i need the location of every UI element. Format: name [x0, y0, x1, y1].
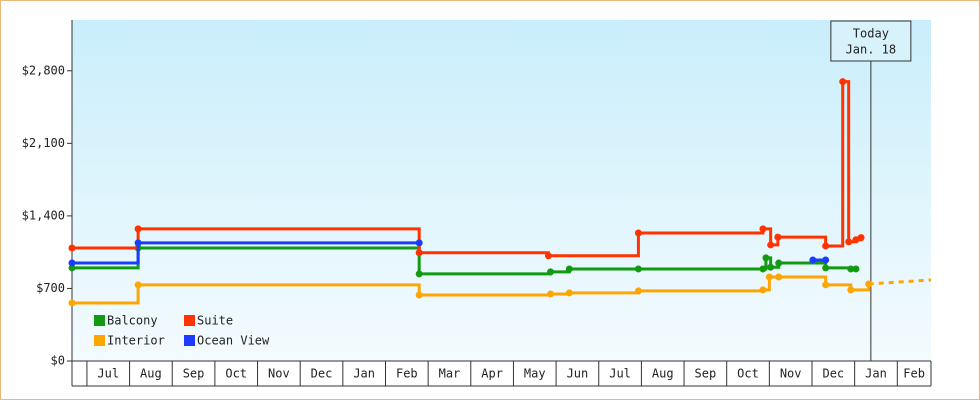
data-point — [68, 264, 76, 272]
data-point — [415, 239, 423, 247]
plot-area — [72, 20, 931, 361]
y-tick-label: $700 — [36, 281, 65, 295]
data-point — [822, 242, 830, 250]
data-point — [759, 265, 767, 273]
x-tick-label: Dec — [311, 367, 333, 381]
x-tick-label: Jan — [353, 367, 375, 381]
legend-label: Interior — [107, 334, 165, 348]
data-point — [565, 289, 573, 297]
x-tick-label: Jun — [567, 367, 589, 381]
data-point — [415, 270, 423, 278]
data-point — [857, 234, 865, 242]
data-point — [822, 256, 830, 264]
x-tick-label: Aug — [140, 367, 162, 381]
legend-label: Suite — [197, 314, 233, 328]
y-tick-label: $2,100 — [22, 136, 65, 150]
data-point — [822, 264, 830, 272]
data-point — [68, 299, 76, 307]
data-point — [809, 256, 817, 264]
y-tick-label: $2,800 — [22, 63, 65, 77]
data-point — [547, 268, 555, 276]
data-point — [547, 290, 555, 298]
today-label: Jan. 18 — [846, 43, 897, 57]
data-point — [134, 281, 142, 289]
y-tick-label: $1,400 — [22, 208, 65, 222]
data-point — [634, 287, 642, 295]
data-point — [634, 265, 642, 273]
legend-swatch — [94, 335, 105, 346]
x-tick-label: Dec — [822, 367, 844, 381]
x-tick-label: Feb — [396, 367, 418, 381]
y-tick-label: $0 — [51, 354, 65, 368]
x-tick-label: Aug — [652, 367, 674, 381]
x-tick-label: Oct — [737, 367, 759, 381]
x-tick-label: Mar — [439, 367, 461, 381]
data-point — [839, 78, 847, 86]
data-point — [759, 286, 767, 294]
data-point — [134, 225, 142, 233]
legend-label: Ocean View — [197, 334, 270, 348]
projection-line — [868, 278, 932, 286]
x-tick-label: Nov — [780, 367, 802, 381]
x-tick-label: Nov — [268, 367, 290, 381]
x-tick-label: Jul — [97, 367, 119, 381]
data-point — [134, 239, 142, 247]
data-point — [845, 238, 853, 246]
data-point — [852, 265, 860, 273]
data-point — [767, 241, 775, 249]
data-point — [415, 291, 423, 299]
data-point — [565, 265, 573, 273]
x-tick-label: Apr — [481, 367, 503, 381]
data-point — [544, 252, 552, 260]
series-line — [72, 275, 871, 305]
data-point — [68, 259, 76, 267]
data-point — [775, 259, 783, 267]
data-point — [762, 254, 770, 262]
x-tick-label: Feb — [903, 367, 925, 381]
x-tick-label: May — [524, 367, 546, 381]
legend-swatch — [184, 315, 195, 326]
data-point — [775, 273, 783, 281]
legend-swatch — [184, 335, 195, 346]
data-point — [822, 281, 830, 289]
data-point — [759, 225, 767, 233]
data-point — [634, 229, 642, 237]
x-tick-label: Jan — [865, 367, 887, 381]
x-tick-label: Sep — [695, 367, 717, 381]
data-point — [68, 244, 76, 252]
legend-swatch — [94, 315, 105, 326]
legend-label: Balcony — [107, 314, 158, 328]
data-point — [847, 286, 855, 294]
x-tick-label: Sep — [183, 367, 205, 381]
data-point — [774, 233, 782, 241]
data-point — [415, 249, 423, 257]
x-tick-label: Oct — [225, 367, 247, 381]
data-point — [847, 265, 855, 273]
today-box — [830, 20, 912, 62]
today-label: Today — [853, 27, 889, 41]
x-tick-label: Jul — [609, 367, 631, 381]
data-point — [765, 273, 773, 281]
data-point — [767, 263, 775, 271]
